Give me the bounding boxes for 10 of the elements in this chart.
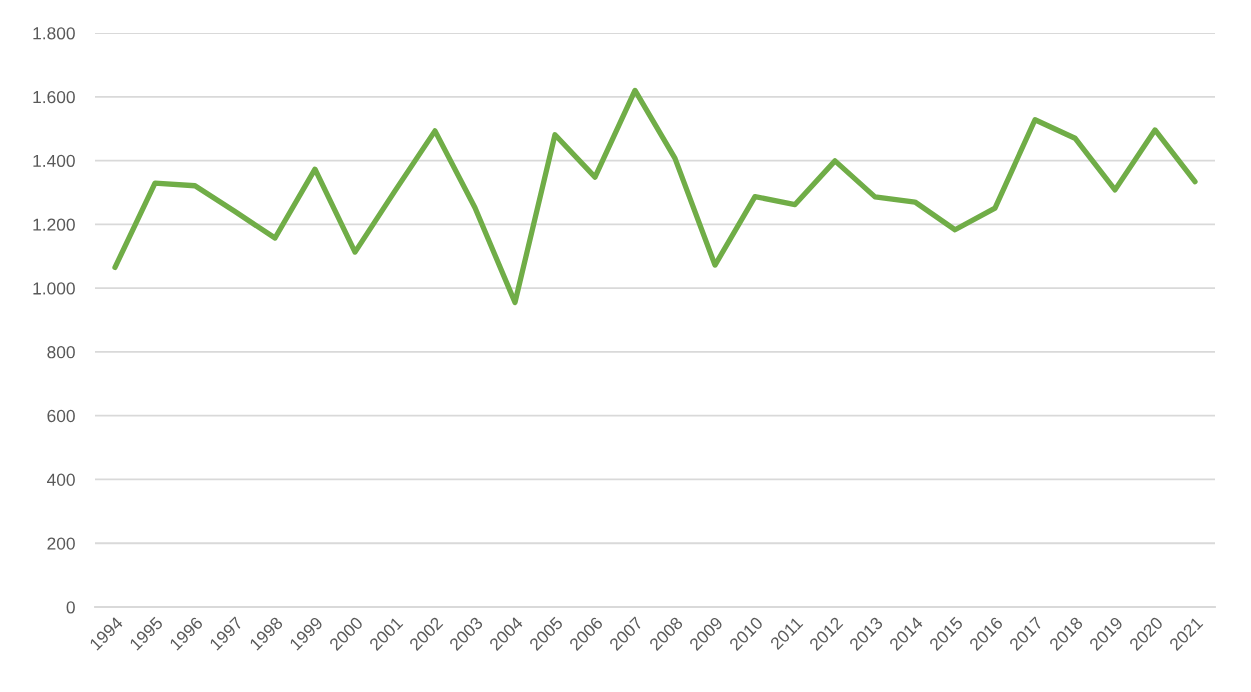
y-tick-label: 400 (46, 473, 75, 486)
y-tick-label: 1.000 (33, 282, 75, 295)
y-tick-label: 1.800 (33, 27, 75, 40)
y-tick-label: 1.200 (33, 218, 75, 231)
y-tick-label: 600 (47, 409, 75, 423)
y-tick-label: 1.400 (33, 154, 75, 168)
y-tick-label: 1.600 (33, 90, 75, 104)
y-tick-label: 800 (47, 346, 75, 359)
y-tick-label: 0 (66, 601, 75, 614)
y-tick-label: 200 (47, 537, 75, 550)
